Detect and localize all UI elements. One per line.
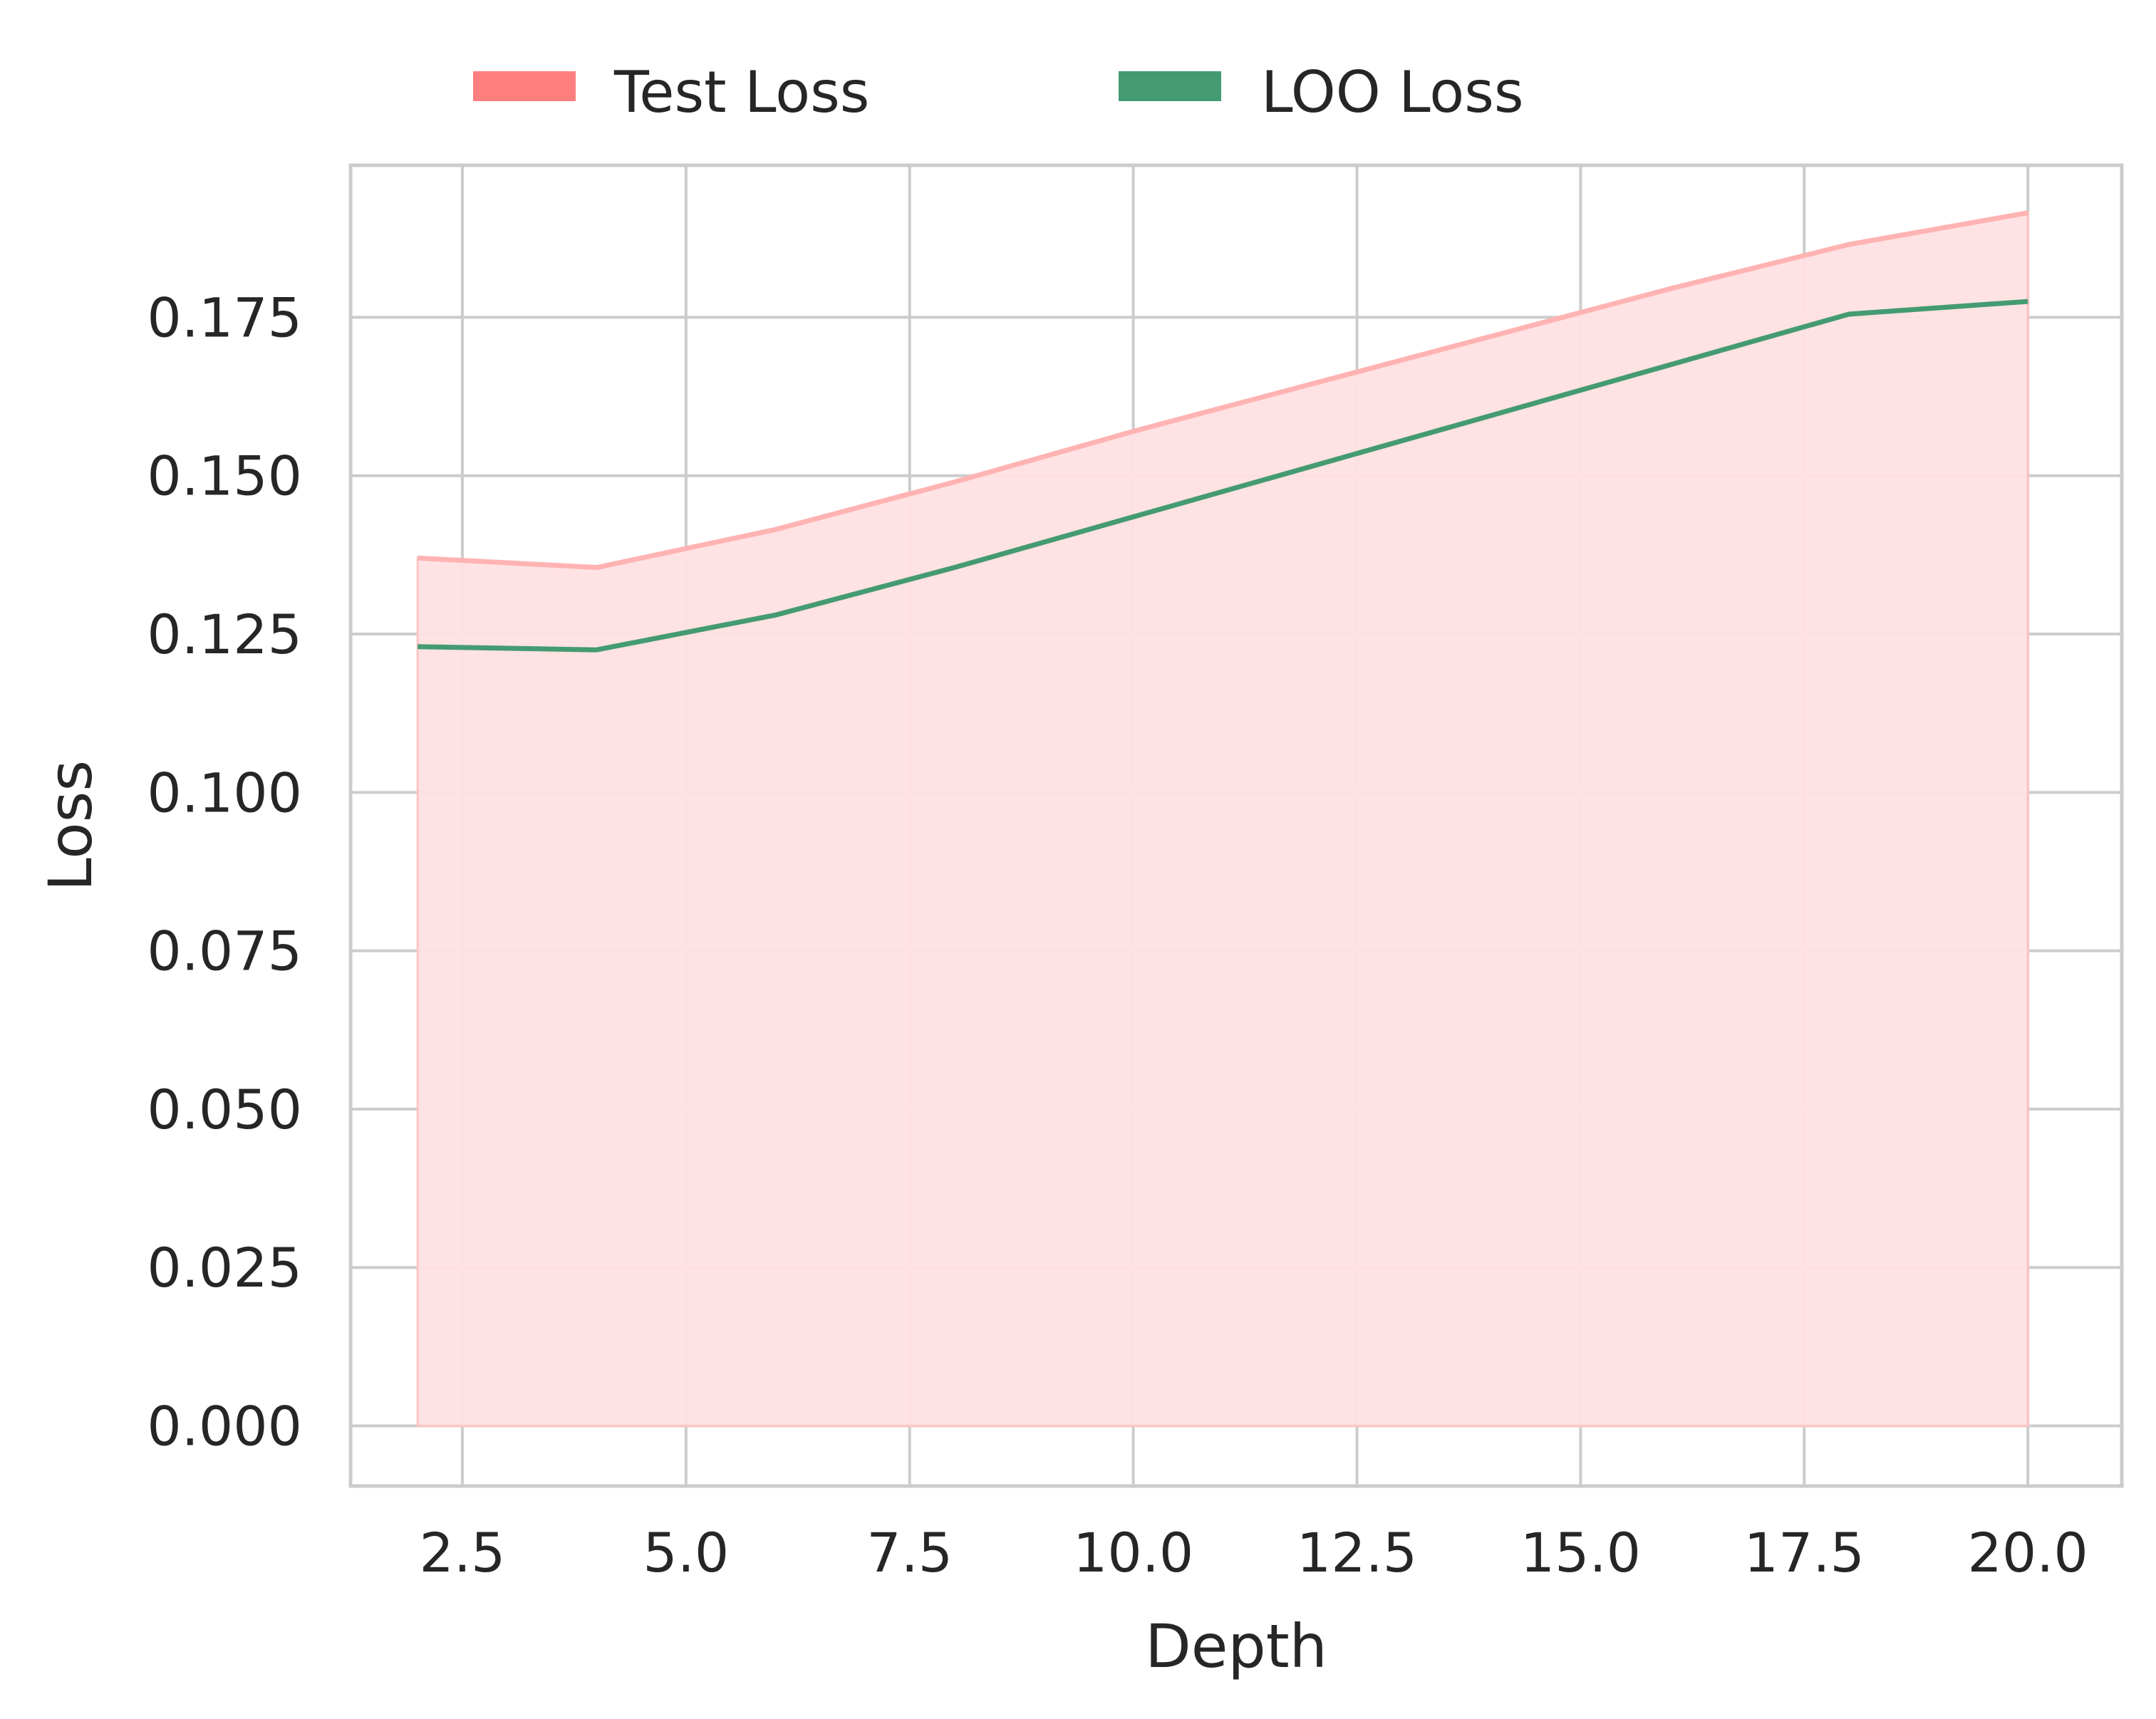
legend-swatch-loo-loss xyxy=(1119,71,1221,101)
loo-loss-line xyxy=(418,298,2028,653)
x-tick-label: 7.5 xyxy=(866,1521,953,1584)
x-axis-title: Depth xyxy=(1145,1611,1327,1681)
x-tick-label: 10.0 xyxy=(1073,1521,1193,1584)
x-tick-label: 12.5 xyxy=(1297,1521,1417,1584)
y-tick-label: 0.075 xyxy=(147,920,302,983)
y-tick-label: 0.050 xyxy=(147,1078,302,1141)
x-axis-ticks: 2.5 5.0 7.5 10.0 12.5 15.0 17.5 20.0 xyxy=(420,1521,2088,1584)
y-axis-title: Loss xyxy=(36,760,105,891)
y-tick-label: 0.100 xyxy=(147,761,302,824)
x-tick-label: 5.0 xyxy=(643,1521,729,1584)
legend-swatch-test-loss xyxy=(473,71,576,101)
plot-frame xyxy=(348,163,2124,1488)
x-tick-label: 17.5 xyxy=(1744,1521,1865,1584)
y-tick-label: 0.125 xyxy=(147,603,302,666)
legend-label-loo-loss: LOO Loss xyxy=(1261,59,1524,125)
x-tick-label: 15.0 xyxy=(1520,1521,1641,1584)
x-tick-label: 20.0 xyxy=(1968,1521,2088,1584)
series-layer xyxy=(416,210,2029,1428)
y-axis-ticks: 0.000 0.025 0.050 0.075 0.100 0.125 0.150 0.175 xyxy=(147,286,302,1458)
y-tick-label: 0.000 xyxy=(147,1395,302,1458)
x-tick-label: 2.5 xyxy=(420,1521,506,1584)
legend: Test Loss LOO Loss xyxy=(473,59,1524,125)
legend-label-test-loss: Test Loss xyxy=(613,59,869,125)
y-tick-label: 0.150 xyxy=(147,445,302,508)
test-loss-area xyxy=(416,211,2029,1428)
y-tick-label: 0.025 xyxy=(147,1236,302,1299)
y-tick-label: 0.175 xyxy=(147,286,302,349)
test-loss-line xyxy=(417,210,2028,571)
